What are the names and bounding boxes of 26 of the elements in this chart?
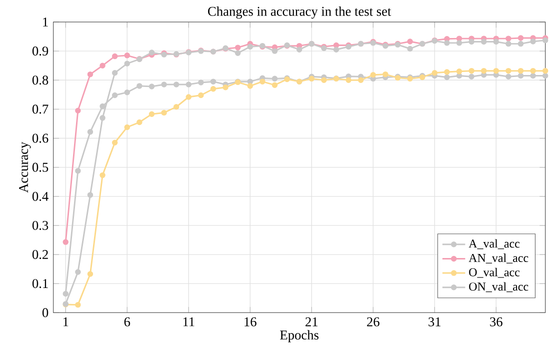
y-tick-label: 0.5	[32, 162, 48, 172]
y-tick-label: 0.9	[32, 46, 48, 56]
x-tick-label: 1	[63, 317, 68, 326]
y-tick-label: 0.2	[32, 250, 48, 260]
y-tick-label: 0.1	[32, 279, 48, 288]
legend-label: A_val_acc	[468, 239, 520, 250]
legend-label: ON_val_acc	[469, 282, 528, 292]
x-tick-label: 31	[428, 317, 441, 326]
x-tick-label: 21	[306, 317, 318, 326]
y-tick-label: 0.4	[32, 192, 48, 201]
x-axis-title: Epochs	[280, 330, 318, 342]
y-tick-label: 0.3	[32, 220, 48, 230]
x-tick-label: 11	[183, 317, 194, 326]
y-tick-label: 0.7	[32, 104, 48, 114]
legend-label: AN_val_acc	[468, 254, 528, 264]
y-tick-label: 0	[42, 308, 48, 318]
y-tick-label: 1	[43, 18, 48, 26]
y-axis-title: Accuracy	[19, 142, 31, 193]
x-tick-label: 26	[367, 317, 380, 326]
x-tick-label: 36	[490, 317, 502, 326]
y-tick-label: 0.6	[32, 134, 48, 143]
y-tick-label: 0.8	[32, 76, 48, 85]
chart-title: Changes in accuracy in the test set	[208, 6, 392, 19]
x-tick-label: 16	[244, 317, 256, 326]
legend-label: O_val_acc	[469, 268, 520, 278]
x-tick-label: 6	[124, 317, 130, 326]
